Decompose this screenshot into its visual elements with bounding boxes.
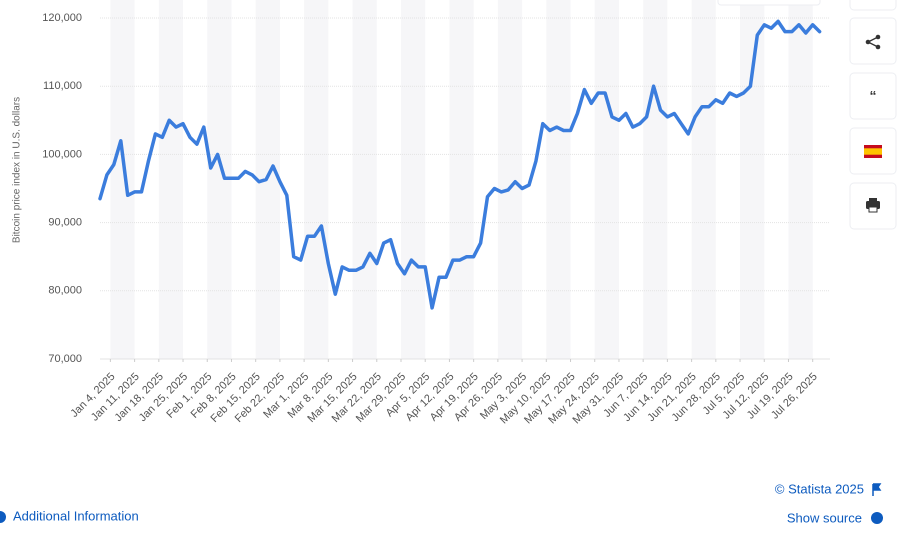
y-tick-label: 90,000: [48, 217, 82, 229]
week-band: [740, 0, 765, 359]
info-icon: [871, 512, 883, 524]
y-tick-label: 70,000: [48, 353, 82, 365]
week-band: [497, 0, 523, 359]
price-line: [98, 19, 822, 310]
dropdown[interactable]: [717, 0, 821, 6]
week-band: [643, 0, 668, 359]
copyright: © Statista 2025: [775, 481, 864, 496]
week-band: [158, 0, 184, 359]
week-band: [352, 0, 377, 359]
share-button[interactable]: [849, 17, 897, 65]
y-tick-label: 100,000: [42, 148, 82, 160]
info-icon: [0, 511, 6, 523]
week-bands: [110, 0, 813, 359]
y-tick-label: 80,000: [48, 285, 82, 297]
grid: [100, 17, 830, 360]
week-band: [788, 0, 813, 359]
button[interactable]: [849, 0, 897, 11]
week-band: [449, 0, 474, 359]
y-tick-label: 120,000: [42, 12, 82, 24]
additional-information[interactable]: Additional Information: [13, 508, 139, 523]
y-axis-label: Bitcoin price index in U.S. dollars: [12, 97, 23, 243]
week-band: [594, 0, 619, 359]
week-band: [400, 0, 426, 359]
week-band: [110, 0, 135, 359]
svg-text:“: “: [870, 88, 877, 104]
cite-button[interactable]: “: [849, 72, 897, 120]
print-button[interactable]: [849, 182, 897, 230]
week-band: [691, 0, 716, 359]
language-button[interactable]: [849, 127, 897, 175]
week-band: [546, 0, 571, 359]
y-tick-label: 110,000: [43, 80, 82, 92]
show-source[interactable]: Show source: [787, 510, 862, 525]
flag-icon: [872, 483, 882, 496]
week-band: [304, 0, 329, 359]
